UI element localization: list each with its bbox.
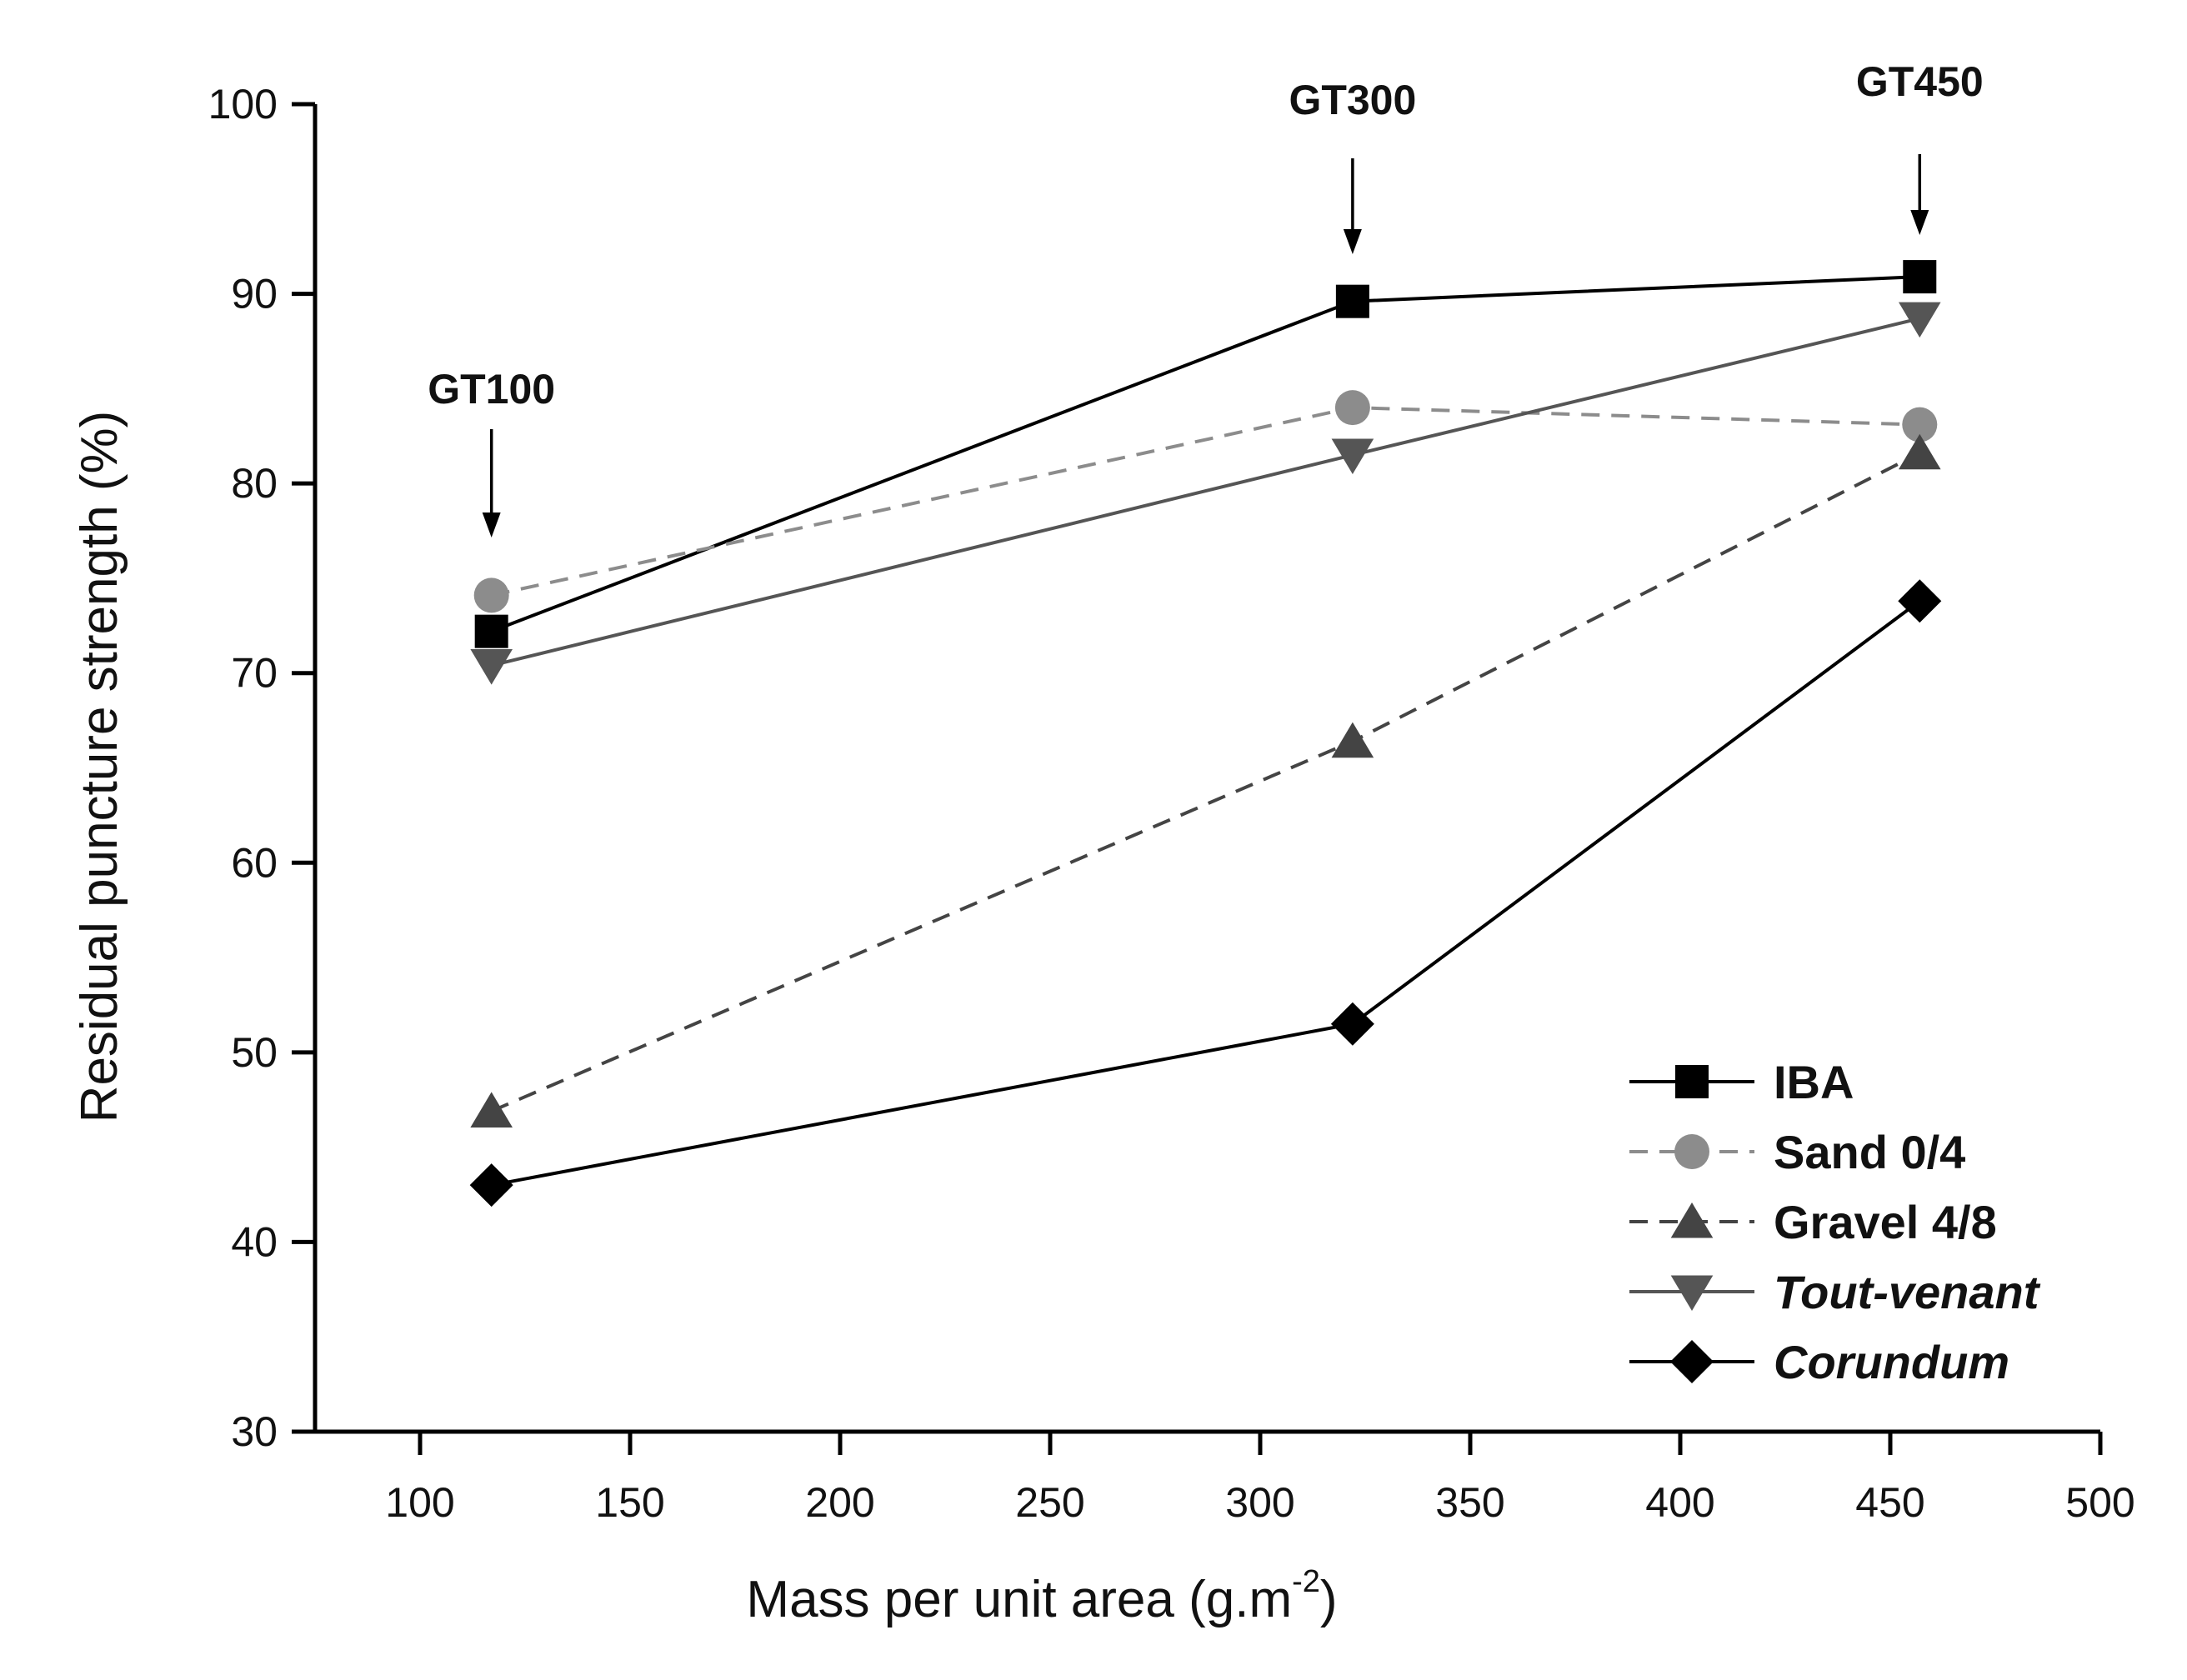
- x-tick-label: 400: [1645, 1479, 1714, 1526]
- series-line: [490, 275, 1920, 633]
- legend-item: Corundum: [1629, 1336, 2009, 1388]
- y-tick-label: 100: [208, 81, 278, 128]
- legend-item: Gravel 4/8: [1629, 1196, 1997, 1248]
- legend-item: Sand 0/4: [1629, 1126, 1965, 1178]
- data-point: [1331, 722, 1374, 758]
- legend-label: Corundum: [1774, 1336, 2009, 1388]
- annotation-label: GT450: [1856, 58, 1984, 105]
- x-tick-label: 450: [1855, 1479, 1924, 1526]
- legend-marker: [1675, 1065, 1709, 1098]
- annotation-label: GT300: [1289, 77, 1416, 123]
- y-tick-label: 50: [231, 1029, 278, 1076]
- x-tick-label: 200: [805, 1479, 874, 1526]
- legend: IBA Sand 0/4 Gravel 4/8 Tout-venant Corundum: [1629, 1056, 2041, 1388]
- data-point: [470, 649, 513, 685]
- x-tick-label: 150: [595, 1479, 664, 1526]
- y-axis-title: Residual puncture strength (%): [71, 411, 128, 1123]
- annotation-arrow-head: [1343, 229, 1362, 254]
- data-point: [473, 578, 509, 613]
- data-point: [1898, 302, 1941, 338]
- x-tick-label: 100: [385, 1479, 454, 1526]
- data-point: [469, 1163, 513, 1208]
- legend-marker: [1670, 1340, 1714, 1383]
- data-point: [470, 1092, 513, 1128]
- y-tick-label: 30: [231, 1408, 278, 1455]
- x-tick-label: 300: [1225, 1479, 1294, 1526]
- series-gravel-4-8: [470, 433, 1941, 1128]
- series-group: [469, 260, 1942, 1208]
- legend-item: IBA: [1629, 1056, 1854, 1108]
- y-tick-label: 70: [231, 650, 278, 697]
- x-tick-label: 250: [1015, 1479, 1084, 1526]
- data-point: [1903, 260, 1937, 294]
- x-axis-title-superscript: -2: [1292, 1564, 1320, 1599]
- series-line: [491, 406, 1920, 598]
- legend-item: Tout-venant: [1629, 1266, 2041, 1318]
- data-point: [1898, 433, 1941, 470]
- legend-label: Sand 0/4: [1774, 1126, 1965, 1178]
- data-point: [1334, 390, 1370, 426]
- x-axis-title: Mass per unit area (g.m-2): [746, 1564, 1337, 1628]
- annotation-label: GT100: [428, 366, 555, 412]
- legend-label: Tout-venant: [1774, 1266, 2041, 1318]
- series-iba: [474, 260, 1937, 648]
- annotation-arrow-head: [482, 512, 501, 538]
- legend-marker: [1670, 1275, 1714, 1311]
- y-tick-label: 60: [231, 839, 278, 886]
- series-tout-venant: [470, 302, 1941, 685]
- legend-label: Gravel 4/8: [1774, 1196, 1997, 1248]
- y-tick-label: 80: [231, 460, 278, 507]
- x-tick-label: 350: [1435, 1479, 1504, 1526]
- data-point: [474, 614, 508, 648]
- series-sand-0-4: [473, 390, 1938, 613]
- data-point: [1330, 1002, 1374, 1046]
- data-point: [1331, 438, 1374, 475]
- annotation-arrow-head: [1910, 210, 1929, 235]
- legend-marker: [1674, 1134, 1709, 1169]
- x-axis-title-end: ): [1320, 1571, 1338, 1628]
- axes: 30 40 50 60 70 80 90 100 100 150 200 250 300 350 400 45…: [208, 81, 2135, 1526]
- data-point: [1335, 284, 1369, 318]
- data-point: [1902, 407, 1938, 442]
- legend-label: IBA: [1774, 1056, 1854, 1108]
- y-tick-label: 90: [231, 271, 278, 318]
- x-axis-title-main: Mass per unit area (g.m: [746, 1571, 1292, 1628]
- legend-marker: [1670, 1202, 1714, 1238]
- series-line: [491, 317, 1920, 668]
- x-tick-label: 500: [2065, 1479, 2134, 1526]
- data-point: [1898, 579, 1942, 623]
- y-tick-label: 40: [231, 1218, 278, 1265]
- annotations: GT100 GT300 GT450: [428, 58, 1984, 538]
- series-line: [490, 451, 1921, 1113]
- series-corundum: [469, 579, 1942, 1208]
